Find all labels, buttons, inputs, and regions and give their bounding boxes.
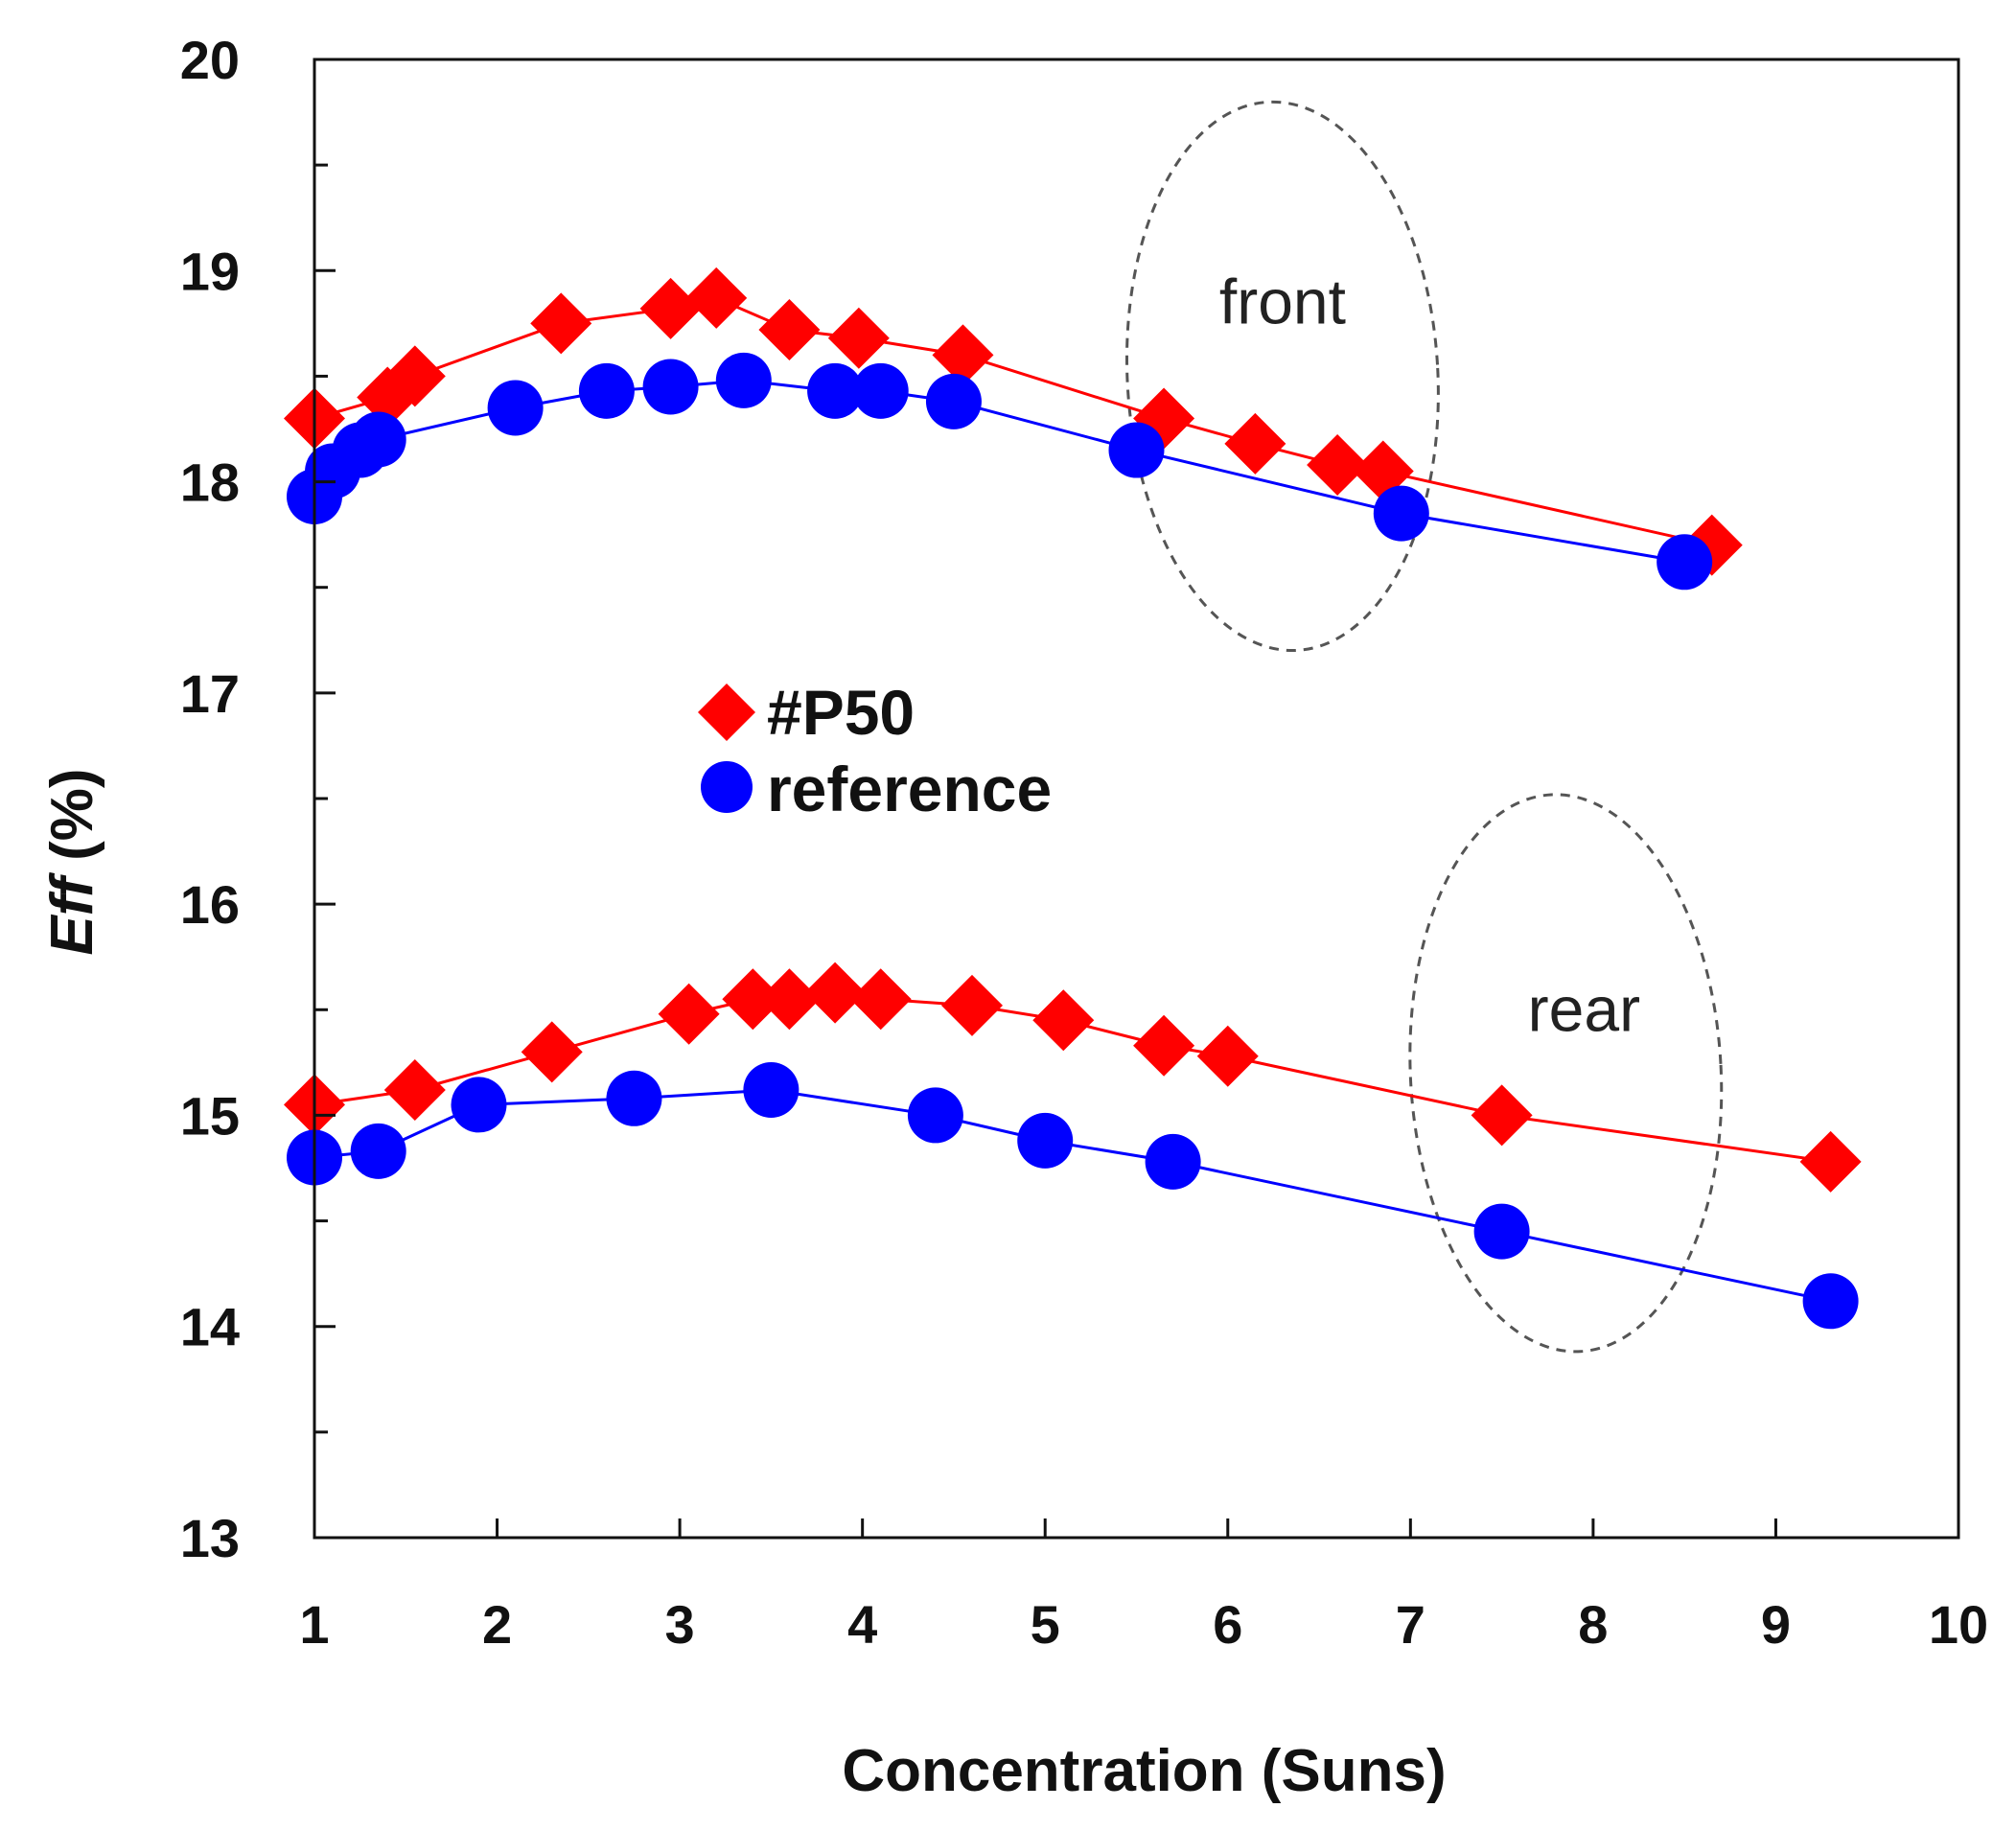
reference-rear-point: [1473, 1203, 1530, 1260]
p50-front-point: [530, 292, 592, 355]
p50-rear-point: [1196, 1025, 1259, 1087]
y-tick-label: 17: [180, 663, 240, 724]
legend: #P50 reference: [698, 677, 1052, 824]
y-tick-label: 16: [180, 874, 240, 935]
legend-label-p50: #P50: [767, 677, 915, 748]
p50-rear-point: [758, 968, 821, 1031]
reference-front-point: [1108, 422, 1165, 478]
annotation-labels: front rear: [1219, 266, 1640, 1044]
reference-rear-point: [451, 1077, 507, 1133]
x-tick-label: 2: [482, 1594, 512, 1655]
x-tick-label: 8: [1578, 1594, 1608, 1655]
x-tick-label: 1: [299, 1594, 329, 1655]
y-tick-label: 14: [180, 1297, 240, 1357]
y-tick-label: 19: [180, 241, 240, 301]
p50-front-point: [758, 298, 821, 360]
p50-rear-point: [1799, 1130, 1862, 1193]
annotation-label-rear: rear: [1528, 973, 1640, 1044]
p50-rear-point: [1032, 989, 1095, 1052]
plot-frame: [313, 58, 1960, 1540]
p50-rear-point: [804, 962, 867, 1024]
reference-front-point: [807, 362, 864, 419]
y-tick-labels: 13 14 15 16 17 18 19 20: [180, 30, 240, 1568]
y-axis-title-italic: Eff: [39, 872, 105, 956]
legend-circle-marker: [701, 761, 753, 813]
x-tick-label: 4: [847, 1594, 877, 1655]
annotation-ellipse-front: [1125, 100, 1440, 653]
legend-label-reference: reference: [767, 753, 1052, 824]
reference-front-point: [715, 352, 772, 408]
p50-rear-point: [383, 1058, 446, 1121]
reference-rear-point: [1802, 1273, 1859, 1330]
p50-rear-point: [849, 968, 912, 1031]
reference-front-point: [1657, 534, 1713, 591]
p50-front-point: [685, 267, 748, 329]
p50-front-point: [1224, 412, 1286, 475]
reference-rear-point: [1017, 1112, 1074, 1169]
reference-rear-point: [606, 1070, 662, 1126]
x-tick-label: 5: [1031, 1594, 1060, 1655]
series-lines: [313, 296, 1831, 1303]
reference-front-point: [350, 411, 406, 468]
reference-rear-line: [313, 1088, 1831, 1303]
x-tick-label: 6: [1213, 1594, 1242, 1655]
p50-rear-point: [521, 1021, 583, 1083]
y-tick-label: 13: [180, 1508, 240, 1568]
reference-front-point: [487, 380, 544, 436]
y-axis-title-unit: (%): [39, 768, 105, 877]
reference-front-point: [578, 362, 635, 419]
annotation-ellipse-rear: [1408, 793, 1724, 1354]
reference-front-point: [925, 373, 982, 429]
annotation-label-front: front: [1219, 266, 1346, 336]
p50-front-point: [639, 277, 702, 339]
annotation-ellipses: [1125, 100, 1724, 1354]
p50-rear-point: [658, 983, 720, 1045]
reference-rear-point: [907, 1087, 963, 1144]
p50-rear-point: [1133, 1014, 1195, 1077]
series-markers: [284, 267, 1862, 1330]
axis-ticks: [313, 58, 1960, 1540]
y-tick-label: 20: [180, 30, 240, 90]
reference-rear-point: [743, 1061, 799, 1118]
reference-rear-point: [1145, 1133, 1201, 1190]
p50-rear-point: [1471, 1084, 1533, 1147]
p50-front-point: [932, 324, 994, 386]
reference-front-point: [852, 362, 909, 419]
reference-rear-point: [350, 1123, 406, 1179]
y-tick-label: 18: [180, 452, 240, 513]
p50-rear-point: [941, 974, 1003, 1036]
y-tick-label: 15: [180, 1085, 240, 1146]
x-tick-label: 9: [1761, 1594, 1791, 1655]
p50-rear-point: [722, 968, 784, 1031]
x-tick-label: 7: [1396, 1594, 1425, 1655]
x-tick-label: 10: [1929, 1594, 1988, 1655]
reference-front-point: [642, 359, 699, 415]
x-tick-labels: 1 2 3 4 5 6 7 8 9 10: [299, 1594, 1988, 1655]
p50-front-point: [1307, 433, 1369, 496]
legend-diamond-marker: [698, 684, 755, 741]
p50-front-point: [383, 345, 446, 407]
p50-front-point: [827, 307, 890, 369]
y-axis-title: Eff (%): [39, 768, 105, 955]
x-tick-label: 3: [665, 1594, 695, 1655]
reference-front-point: [1373, 485, 1429, 542]
x-axis-title: Concentration (Suns): [842, 1738, 1446, 1804]
